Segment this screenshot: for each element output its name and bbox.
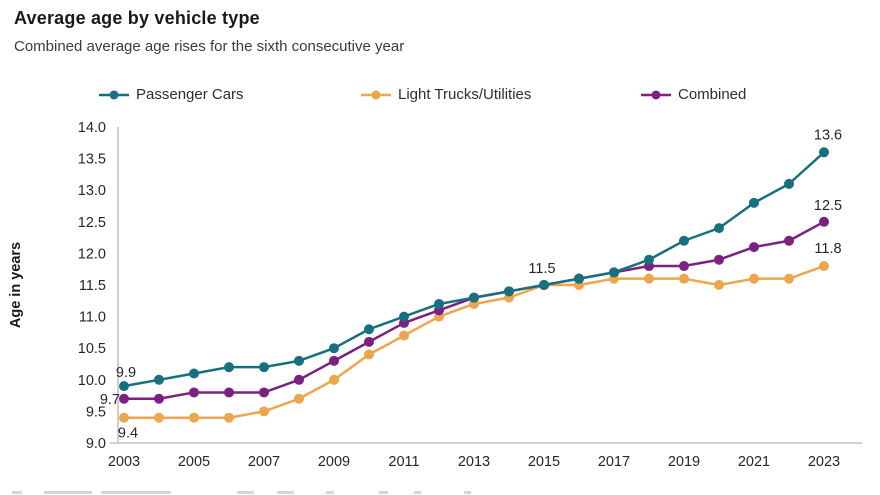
- line-dot-marker-icon: [361, 90, 391, 99]
- chart-subtitle: Combined average age rises for the sixth…: [14, 38, 405, 55]
- line-dot-marker-icon: [99, 90, 129, 99]
- svg-text:9.0: 9.0: [86, 436, 106, 452]
- svg-text:14.0: 14.0: [78, 120, 106, 136]
- svg-text:2005: 2005: [178, 454, 210, 470]
- svg-text:9.5: 9.5: [86, 404, 106, 420]
- svg-text:9.9: 9.9: [116, 365, 136, 381]
- plot-area: 14.0 13.5 13.0 12.5 12.0 11.5 11.0 10.5 10.0 9.5 9…: [0, 112, 880, 495]
- svg-text:2007: 2007: [248, 454, 280, 470]
- svg-text:2013: 2013: [458, 454, 490, 470]
- svg-text:9.7: 9.7: [100, 392, 120, 408]
- legend-item-light-trucks: Light Trucks/Utilities: [360, 86, 640, 103]
- svg-text:2015: 2015: [528, 454, 560, 470]
- svg-text:2009: 2009: [318, 454, 350, 470]
- svg-text:13.5: 13.5: [78, 152, 106, 168]
- legend-label: Light Trucks/Utilities: [398, 86, 532, 103]
- chart-title: Average age by vehicle type: [14, 8, 260, 28]
- chart-header: Average age by vehicle type Combined ave…: [14, 8, 404, 55]
- svg-text:11.0: 11.0: [79, 310, 106, 326]
- svg-text:13.0: 13.0: [78, 183, 106, 199]
- svg-text:9.4: 9.4: [118, 426, 138, 442]
- svg-text:11.5: 11.5: [528, 261, 555, 277]
- svg-text:10.0: 10.0: [78, 373, 106, 389]
- clipped-source-text-remnant: [0, 491, 880, 495]
- svg-text:11.5: 11.5: [79, 278, 106, 294]
- legend-label: Combined: [678, 86, 747, 103]
- svg-text:12.0: 12.0: [78, 246, 106, 262]
- chart-legend: Passenger Cars Light Trucks/Utilities Co…: [98, 86, 880, 103]
- svg-text:2023: 2023: [808, 454, 840, 470]
- svg-text:2003: 2003: [108, 454, 140, 470]
- line-chart-svg: 14.013.513.012.512.011.511.010.510.09.59…: [8, 120, 862, 470]
- line-dot-marker-icon: [641, 90, 671, 99]
- svg-text:2021: 2021: [738, 454, 770, 470]
- svg-text:11.8: 11.8: [814, 241, 841, 257]
- svg-text:2019: 2019: [668, 454, 700, 470]
- svg-text:13.6: 13.6: [814, 127, 842, 143]
- legend-item-passenger-cars: Passenger Cars: [98, 86, 360, 103]
- svg-text:2017: 2017: [598, 454, 630, 470]
- svg-text:12.5: 12.5: [78, 215, 106, 231]
- legend-label: Passenger Cars: [136, 86, 244, 103]
- svg-text:2011: 2011: [388, 454, 419, 470]
- legend-item-combined: Combined: [640, 86, 746, 103]
- svg-text:12.5: 12.5: [814, 198, 842, 214]
- svg-text:10.5: 10.5: [78, 341, 106, 357]
- svg-text:Age in years: Age in years: [8, 242, 24, 328]
